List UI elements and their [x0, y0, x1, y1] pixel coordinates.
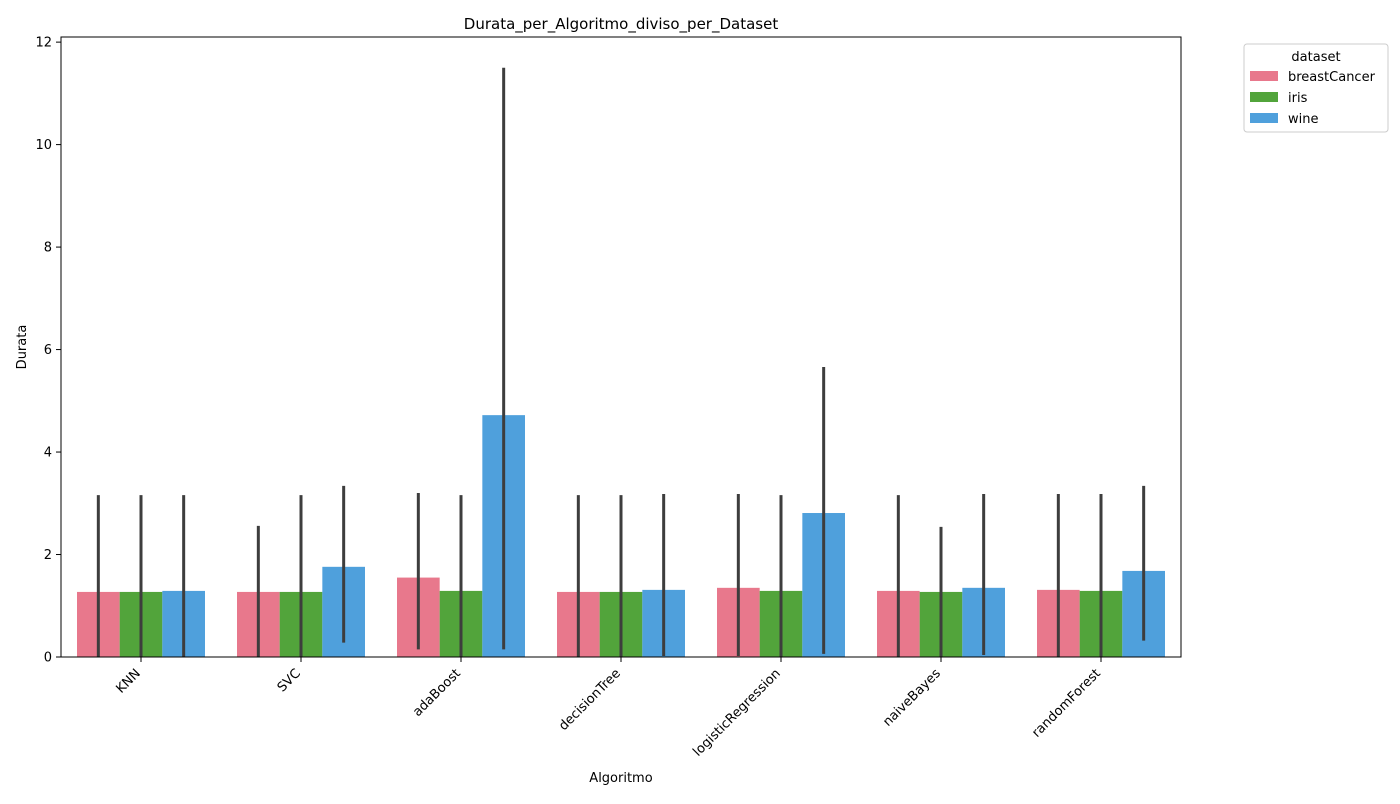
- legend-swatch-wine: [1250, 113, 1278, 123]
- x-tick-label: naiveBayes: [880, 666, 944, 730]
- y-tick-label: 6: [44, 343, 52, 358]
- y-tick-label: 10: [35, 138, 52, 153]
- x-axis-label: Algoritmo: [589, 771, 652, 786]
- chart-title: Durata_per_Algoritmo_diviso_per_Dataset: [464, 15, 779, 34]
- y-tick-label: 8: [44, 241, 52, 256]
- y-tick-label: 12: [35, 36, 52, 51]
- x-tick-label: KNN: [113, 666, 143, 696]
- legend-entries: breastCancer iris wine: [1250, 70, 1376, 127]
- error-bars-layer: [96, 67, 1146, 657]
- x-tick-label: randomForest: [1029, 666, 1103, 740]
- x-tick-label: decisionTree: [556, 666, 624, 734]
- legend-swatch-breastCancer: [1250, 71, 1278, 81]
- x-tick-label: adaBoost: [410, 666, 464, 720]
- legend-label-iris: iris: [1288, 91, 1308, 106]
- legend-swatch-iris: [1250, 92, 1278, 102]
- legend-title: dataset: [1291, 50, 1340, 65]
- y-axis-label: Durata: [15, 325, 30, 370]
- y-tick-label: 4: [44, 446, 52, 461]
- x-tick-label: SVC: [275, 666, 304, 695]
- y-axis: 0 2 4 6 8 10 12: [35, 36, 61, 666]
- x-axis: KNN SVC adaBoost decisionTree logisticRegres…: [113, 657, 1104, 760]
- legend-frame: [1243, 43, 1389, 133]
- legend: dataset breastCancer iris wine: [1243, 43, 1389, 133]
- y-tick-label: 2: [44, 548, 52, 563]
- x-tick-label: logisticRegression: [690, 666, 783, 759]
- y-tick-label: 0: [44, 651, 52, 666]
- legend-label-wine: wine: [1288, 112, 1318, 127]
- legend-label-breastCancer: breastCancer: [1288, 70, 1376, 85]
